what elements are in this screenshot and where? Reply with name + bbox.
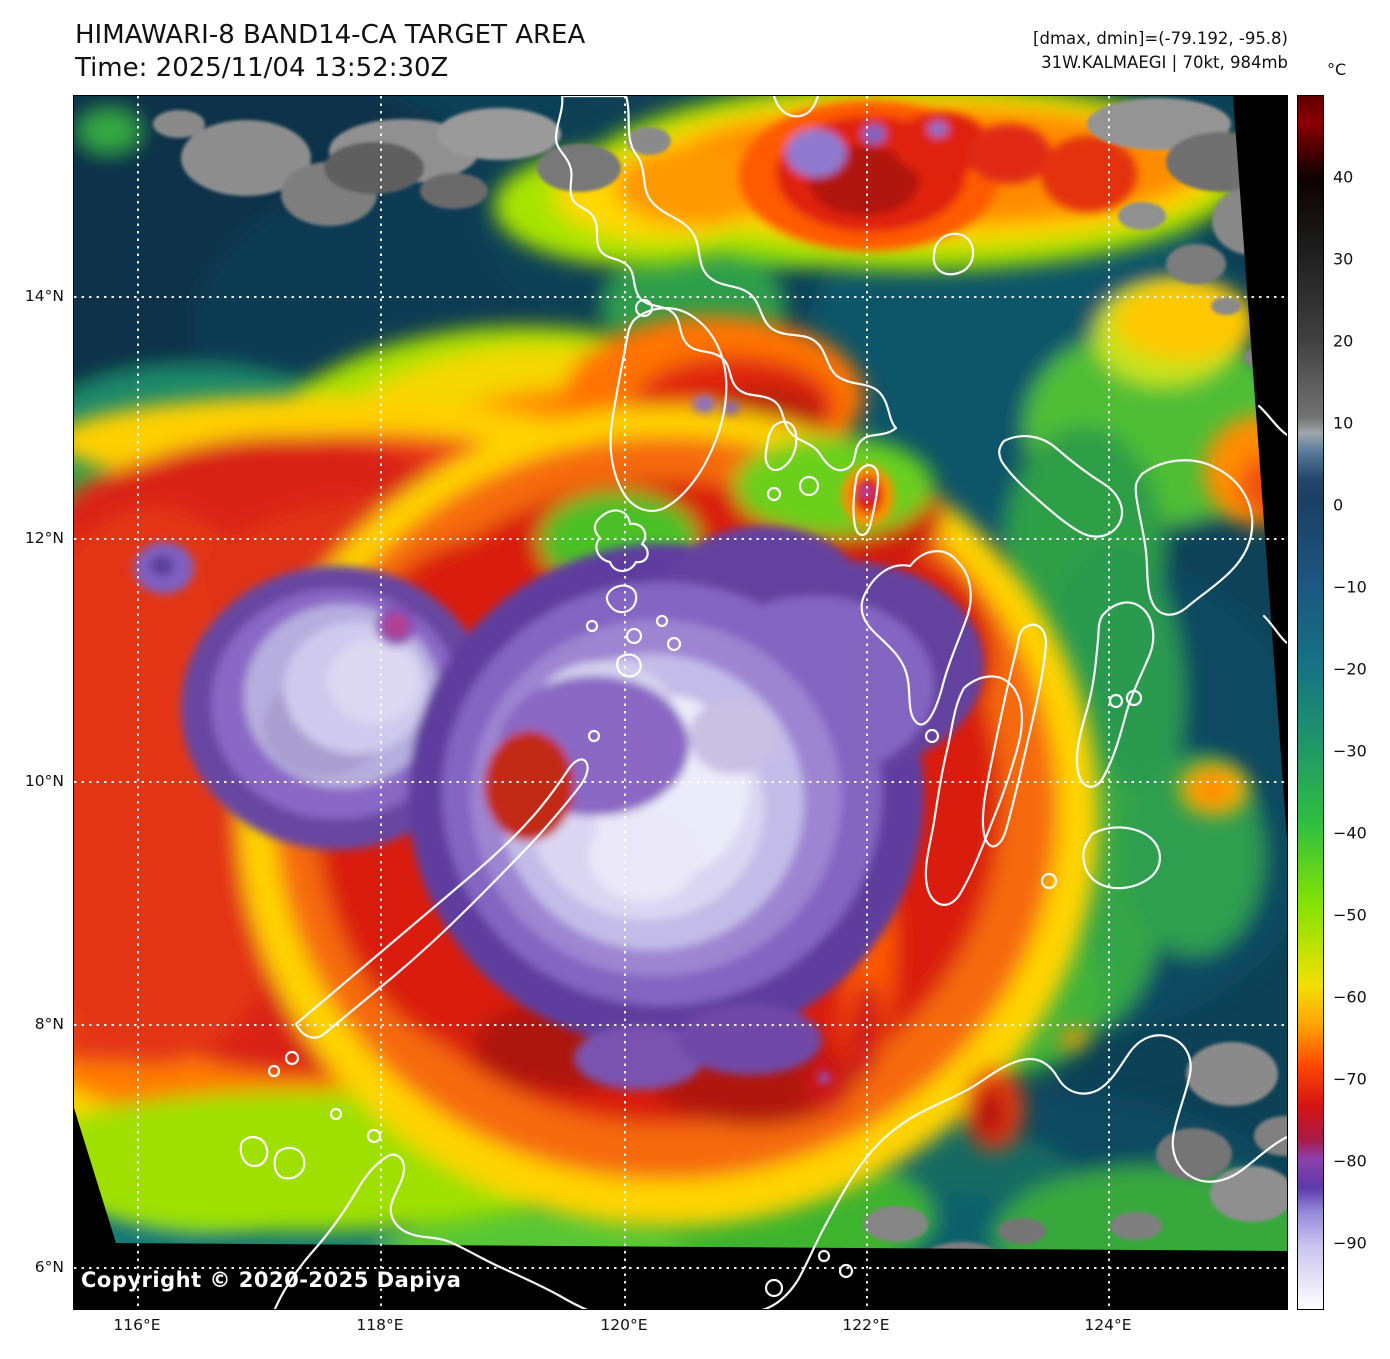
lon-tick-label: 124°E	[1084, 1316, 1132, 1334]
lon-tick-label: 120°E	[600, 1316, 648, 1334]
colorbar-tick-label: −20	[1333, 659, 1367, 679]
lat-tick-label: 12°N	[24, 529, 64, 547]
colorbar-tick-label: −60	[1333, 987, 1367, 1007]
lon-tick-label: 116°E	[113, 1316, 161, 1334]
gridline-lon-122°E	[866, 96, 868, 1309]
colorbar-tick-label: −30	[1333, 741, 1367, 761]
gridline-lon-120°E	[624, 96, 626, 1309]
colorbar-tick-label: 10	[1333, 413, 1354, 433]
gridline-lat-6°N	[74, 1267, 1287, 1269]
lat-tick-label: 10°N	[24, 772, 64, 790]
gridline-lat-8°N	[74, 1024, 1287, 1026]
lat-tick-label: 6°N	[34, 1258, 64, 1276]
satellite-map: Copyright © 2020-2025 Dapiya	[73, 95, 1288, 1310]
gray-cloud-layer	[153, 98, 1287, 1274]
colorbar-tick-label: 30	[1333, 249, 1354, 269]
scan-edge-mask	[74, 96, 1287, 1309]
storm-info: [dmax, dmin]=(-79.192, -95.8) 31W.KALMAEG…	[1033, 27, 1288, 75]
colorbar-tick-label: −40	[1333, 823, 1367, 843]
lon-tick-label: 122°E	[842, 1316, 890, 1334]
storm-id-intensity: 31W.KALMAEGI | 70kt, 984mb	[1041, 53, 1288, 72]
colorbar-tick-label: −90	[1333, 1233, 1367, 1253]
colorbar-unit-label: °C	[1327, 60, 1347, 79]
gridline-lon-124°E	[1108, 96, 1110, 1309]
colorbar-tick-label: −10	[1333, 577, 1367, 597]
colorbar-tick-label: 20	[1333, 331, 1354, 351]
colorbar-tick-label: −70	[1333, 1069, 1367, 1089]
gridline-lat-12°N	[74, 538, 1287, 540]
page-title: HIMAWARI-8 BAND14-CA TARGET AREA	[75, 20, 586, 50]
dmax-dmin-readout: [dmax, dmin]=(-79.192, -95.8)	[1033, 29, 1288, 48]
colorbar-tick-label: −50	[1333, 905, 1367, 925]
colorbar-tick-label: −80	[1333, 1151, 1367, 1171]
gridline-lat-14°N	[74, 296, 1287, 298]
lat-tick-label: 8°N	[34, 1015, 64, 1033]
coastlines	[239, 96, 1287, 1309]
gridline-lat-10°N	[74, 781, 1287, 783]
temperature-colorbar	[1297, 95, 1324, 1310]
lat-tick-label: 14°N	[24, 287, 64, 305]
gridline-lon-116°E	[137, 96, 139, 1309]
gridline-lon-118°E	[380, 96, 382, 1309]
copyright-watermark: Copyright © 2020-2025 Dapiya	[81, 1268, 462, 1292]
timestamp: Time: 2025/11/04 13:52:30Z	[75, 53, 449, 83]
colorbar-tick-label: 0	[1333, 495, 1344, 515]
lon-tick-label: 118°E	[356, 1316, 404, 1334]
colorbar-tick-label: 40	[1333, 167, 1354, 187]
satellite-image	[74, 96, 1287, 1309]
